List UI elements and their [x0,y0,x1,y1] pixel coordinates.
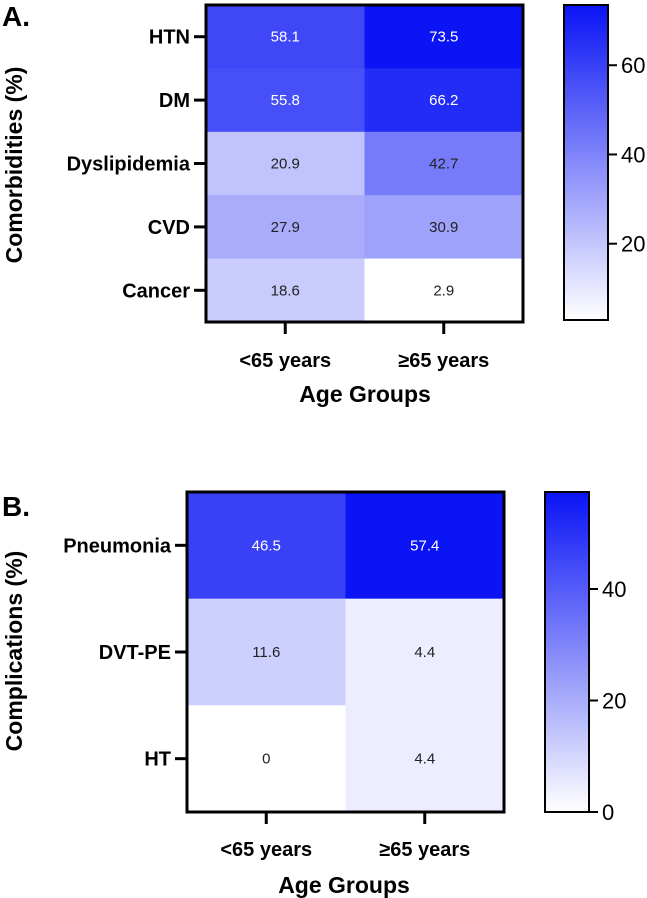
cell-value-label: 73.5 [429,29,458,46]
heatmap-panel-a: A. Comorbidities (%) Age Groups 58.1 73.5… [1,1,645,407]
heatmap-cell [345,705,505,813]
colorbar-tick-label: 40 [621,142,645,167]
y-tick-labels-b: Pneumonia DVT-PE HT [63,535,187,771]
heatmap-cell [345,492,505,600]
x-tick-label: <65 years [239,350,331,372]
heatmap-cell [187,598,346,706]
y-tick-label: DM [159,90,190,112]
heatmap-cell [364,68,524,133]
heatmap-cell [364,258,524,323]
colorbar-a [563,4,609,321]
heatmap-cells-a [206,5,524,323]
y-tick-label: Pneumonia [63,535,172,557]
heatmap-cell [206,5,365,69]
colorbar-ticks-a: 20 40 60 [608,53,645,257]
y-tick-label: Cancer [122,280,190,302]
cell-value-label: 18.6 [271,282,300,299]
x-axis-title-b: Age Groups [278,872,410,898]
colorbar-ticks-b: 0 20 40 [589,577,626,825]
x-axis-title-a: Age Groups [299,381,431,407]
panel-label-b: B. [2,491,30,522]
heatmap-cell [345,598,505,706]
heatmap-panel-b: B. Complications (%) Age Groups 46.5 57.4… [1,490,626,898]
x-tick-label: ≥65 years [379,839,470,861]
x-tick-labels-b: <65 years ≥65 years [220,812,470,861]
y-tick-label: Dyslipidemia [67,154,191,176]
cell-value-label: 2.9 [433,282,454,299]
colorbar-tick-label: 0 [602,800,614,825]
x-tick-label: ≥65 years [398,350,489,372]
heatmap-cell [364,195,524,260]
heatmap-cell [187,492,346,600]
cell-value-label: 57.4 [410,537,439,554]
y-tick-label: CVD [148,217,190,239]
heatmap-cell [206,258,365,323]
y-axis-title-a: Comorbidities (%) [1,67,27,264]
cell-value-label: 11.6 [252,644,280,661]
y-tick-label: DVT-PE [99,642,171,664]
cell-value-label: 42.7 [429,156,458,173]
panel-label-a: A. [2,1,30,32]
cell-value-label: 4.4 [414,644,435,661]
cell-value-label: 20.9 [271,156,300,173]
heatmap-cell [364,5,524,69]
colorbar-tick-label: 60 [621,53,645,78]
heatmap-cell-labels-a: 58.1 73.5 55.8 66.2 20.9 42.7 27.9 30.9 18.6 2.9 [271,29,459,300]
heatmap-cell [206,68,365,133]
cell-value-label: 55.8 [271,92,300,109]
cell-value-label: 58.1 [271,29,300,46]
cell-value-label: 46.5 [252,537,281,554]
heatmap-cell [364,131,524,196]
y-tick-label: HTN [149,27,190,49]
y-tick-label: HT [144,749,171,771]
heatmap-cell [206,195,365,260]
colorbar-tick-label: 40 [602,577,626,602]
colorbar-tick-label: 20 [602,689,626,714]
cell-value-label: 30.9 [429,219,458,236]
cell-value-label: 66.2 [429,92,458,109]
heatmap-cell [206,131,365,196]
y-axis-title-b: Complications (%) [1,551,27,752]
heatmap-cell [187,705,346,813]
colorbar-b [544,491,590,813]
heatmap-cells-b [187,492,505,813]
cell-value-label: 0 [262,751,270,768]
x-tick-label: <65 years [220,839,312,861]
cell-value-label: 4.4 [414,751,435,768]
heatmap-cell-labels-b: 46.5 57.4 11.6 4.4 0 4.4 [252,537,440,767]
x-tick-labels-a: <65 years ≥65 years [239,322,489,372]
y-tick-labels-a: HTN DM Dyslipidemia CVD Cancer [67,27,206,302]
colorbar-tick-label: 20 [621,232,645,257]
cell-value-label: 27.9 [271,219,300,236]
